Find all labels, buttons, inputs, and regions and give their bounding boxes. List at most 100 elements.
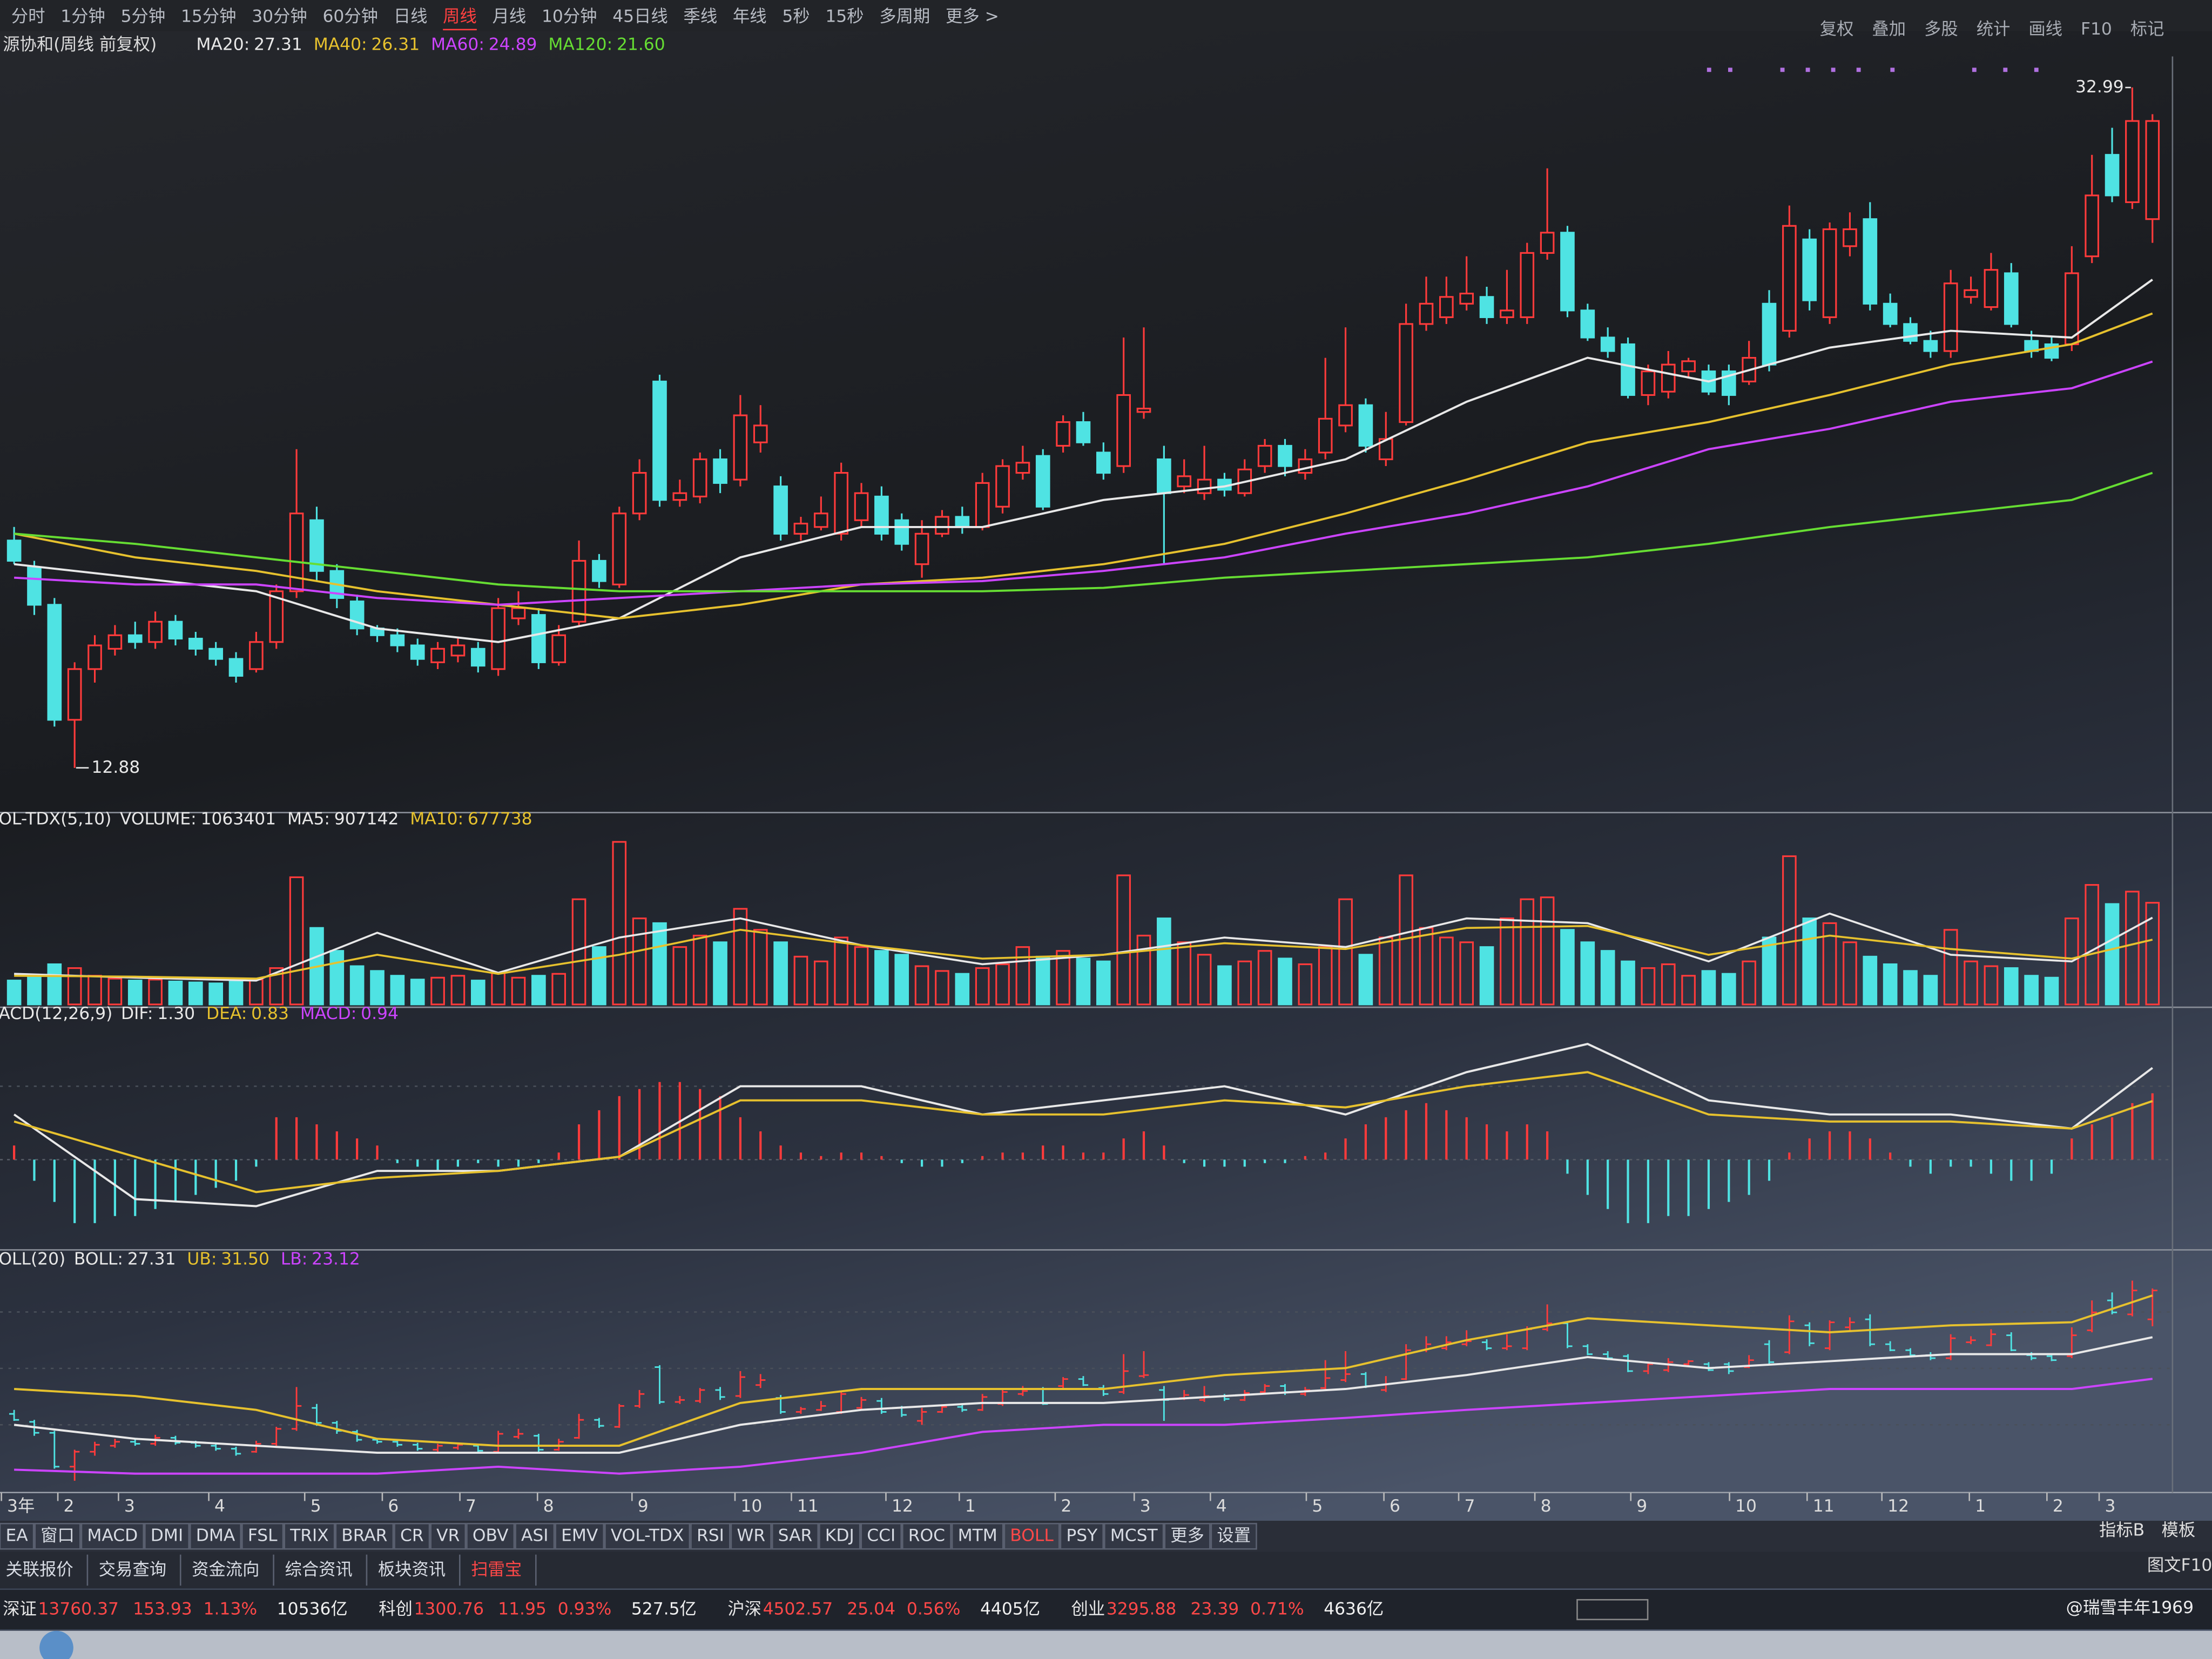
volume-bar <box>1197 954 1212 1006</box>
period-tab[interactable]: 更多 > <box>946 6 999 26</box>
period-tab[interactable]: 季线 <box>684 6 718 26</box>
indicator-tab[interactable]: ASI <box>515 1522 555 1550</box>
indicator-tab-box <box>1003 1522 1060 1550</box>
indicator-tab[interactable]: EMV <box>555 1522 605 1550</box>
indicator-tab[interactable]: MCST <box>1103 1522 1164 1550</box>
indicator-tab[interactable]: OBV <box>466 1522 515 1550</box>
tool-button[interactable]: 统计 <box>1977 19 2011 39</box>
tool-button[interactable]: 画线 <box>2028 19 2062 39</box>
volume-bar <box>2145 902 2160 1006</box>
indicator-tab[interactable]: BOLL <box>1003 1522 1060 1550</box>
indicator-tab[interactable]: DMA <box>189 1522 242 1550</box>
period-tab[interactable]: 多周期 <box>879 6 930 26</box>
indicator-tab[interactable]: SAR <box>771 1522 819 1550</box>
period-tab[interactable]: 30分钟 <box>252 6 307 26</box>
volume-bar <box>733 908 748 1006</box>
indicator-tab-label: CR <box>400 1526 424 1546</box>
indicator-tab-box <box>335 1522 394 1550</box>
index-amount: 527.5亿 <box>631 1600 697 1619</box>
index-name: 深证 <box>3 1600 37 1619</box>
candle-body <box>1540 232 1555 254</box>
period-tab[interactable]: 5秒 <box>782 6 810 26</box>
indicator-tab-label: VR <box>436 1526 460 1546</box>
tool-button[interactable]: F10 <box>2081 19 2112 39</box>
tool-button[interactable]: 标记 <box>2130 19 2164 39</box>
indicator-tab[interactable]: 设置 <box>1210 1522 1257 1550</box>
info-tab[interactable]: 板块资讯 <box>378 1560 446 1579</box>
volume-bar <box>1883 963 1898 1006</box>
indicator-tab[interactable]: 窗口 <box>34 1522 81 1550</box>
period-tab[interactable]: 15秒 <box>825 6 864 26</box>
period-tab[interactable]: 年线 <box>733 6 767 26</box>
indicator-tab[interactable]: PSY <box>1060 1522 1104 1550</box>
top-markers <box>1707 68 2039 72</box>
info-tab[interactable]: 关联报价 <box>5 1560 73 1579</box>
indicator-tab[interactable]: CR <box>394 1522 430 1550</box>
volume-bar <box>1742 960 1756 1006</box>
watermark: @瑞雪丰年1969 <box>2066 1598 2194 1617</box>
indicator-tab[interactable]: TRIX <box>284 1522 335 1550</box>
period-tab[interactable]: 45日线 <box>612 6 668 26</box>
indicator-side-tab[interactable]: 模板 <box>2162 1520 2196 1540</box>
period-tab[interactable]: 周线 <box>443 6 477 26</box>
candle-body <box>814 512 828 528</box>
volume-bar <box>1600 950 1615 1006</box>
indicator-tab-label: ASI <box>521 1526 549 1546</box>
indicator-tab-box <box>690 1522 731 1550</box>
period-tab[interactable]: 1分钟 <box>60 6 105 26</box>
volume-bar <box>1076 957 1091 1006</box>
indicator-tab[interactable]: WR <box>730 1522 772 1550</box>
indicator-tab[interactable]: CCI <box>860 1522 902 1550</box>
indicator-tab[interactable]: KDJ <box>819 1522 861 1550</box>
tool-button[interactable]: 叠加 <box>1872 19 1906 39</box>
volume-bar <box>874 950 889 1006</box>
volume-bar <box>208 982 223 1006</box>
candle-body <box>1136 407 1151 413</box>
index-price: 1300.76 <box>414 1600 484 1619</box>
volume-bar <box>1580 941 1595 1006</box>
indicator-tab[interactable]: MTM <box>951 1522 1004 1550</box>
info-tabs-bg <box>0 1552 2212 1589</box>
candle-body <box>148 621 163 643</box>
indicator-tab[interactable]: EA <box>0 1522 35 1550</box>
info-tab[interactable]: 交易查询 <box>99 1560 166 1579</box>
index-amount: 10536亿 <box>277 1600 348 1619</box>
info-tab[interactable]: 资金流向 <box>192 1560 259 1579</box>
period-tab[interactable]: 15分钟 <box>181 6 237 26</box>
period-tab[interactable]: 60分钟 <box>322 6 378 26</box>
indicator-tab[interactable]: DMI <box>144 1522 190 1550</box>
volume-bar <box>1701 970 1716 1006</box>
indicator-tab-label: EA <box>5 1526 28 1546</box>
indicator-tab[interactable]: FSL <box>241 1522 284 1550</box>
indicator-tab[interactable]: BRAR <box>335 1522 394 1550</box>
volume-bar <box>228 980 244 1006</box>
candle-body <box>1439 296 1454 318</box>
indicator-tab[interactable]: ROC <box>901 1522 952 1550</box>
indicator-tab[interactable]: 更多 <box>1164 1522 1211 1550</box>
x-tick-label: 1 <box>965 1496 976 1516</box>
info-tab[interactable]: 综合资讯 <box>285 1560 352 1579</box>
volume-bar <box>854 946 869 1006</box>
candle-body <box>713 458 727 484</box>
ma-label: MA120: <box>548 35 612 55</box>
info-tab[interactable]: 图文F10 <box>2147 1556 2212 1575</box>
candle-body <box>975 482 990 528</box>
indicator-tab-label: OBV <box>473 1526 509 1546</box>
candle-body <box>632 472 647 515</box>
tool-button[interactable]: 多股 <box>1924 19 1958 39</box>
tool-button[interactable]: 复权 <box>1820 19 1854 39</box>
indicator-side-tab[interactable]: 指标B <box>2099 1520 2144 1540</box>
indicator-tab[interactable]: VOL-TDX <box>604 1522 691 1550</box>
period-tab[interactable]: 日线 <box>394 6 428 26</box>
volume-bar <box>975 967 990 1006</box>
period-tab[interactable]: 5分钟 <box>121 6 166 26</box>
indicator-tab[interactable]: MACD <box>80 1522 145 1550</box>
period-tab[interactable]: 分时 <box>11 6 45 26</box>
period-tab[interactable]: 月线 <box>493 6 527 26</box>
indicator-tab[interactable]: RSI <box>690 1522 731 1550</box>
indicator-tab[interactable]: VR <box>430 1522 467 1550</box>
info-tab[interactable]: 扫雷宝 <box>471 1560 522 1579</box>
indicator-line <box>14 279 2153 643</box>
period-tab[interactable]: 10分钟 <box>542 6 597 26</box>
